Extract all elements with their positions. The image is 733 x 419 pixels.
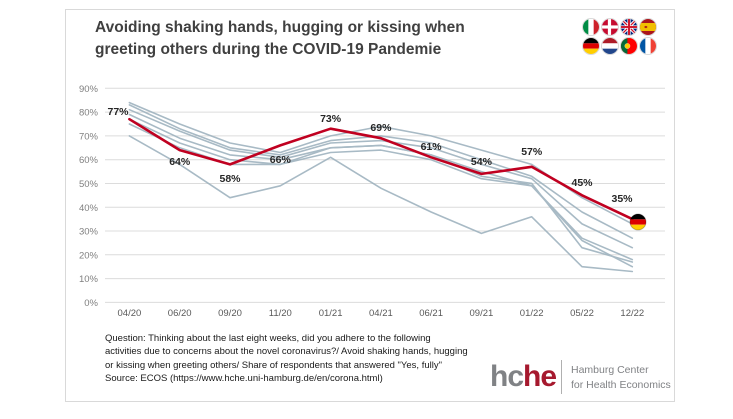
- svg-text:35%: 35%: [611, 193, 633, 205]
- svg-text:01/22: 01/22: [520, 308, 544, 319]
- svg-text:06/21: 06/21: [419, 308, 443, 319]
- svg-text:64%: 64%: [169, 156, 191, 168]
- svg-text:09/20: 09/20: [218, 308, 242, 319]
- svg-text:10%: 10%: [79, 274, 99, 285]
- svg-text:77%: 77%: [107, 106, 129, 118]
- svg-text:80%: 80%: [79, 108, 99, 119]
- svg-text:57%: 57%: [521, 146, 543, 158]
- svg-text:73%: 73%: [320, 113, 342, 125]
- svg-text:61%: 61%: [421, 141, 443, 153]
- svg-text:09/21: 09/21: [470, 308, 494, 319]
- svg-text:04/21: 04/21: [369, 308, 393, 319]
- svg-text:04/20: 04/20: [118, 308, 142, 319]
- svg-text:0%: 0%: [84, 298, 98, 309]
- svg-text:69%: 69%: [370, 122, 392, 134]
- svg-text:50%: 50%: [79, 179, 99, 190]
- svg-text:05/22: 05/22: [570, 308, 594, 319]
- svg-text:45%: 45%: [571, 177, 593, 189]
- svg-text:01/21: 01/21: [319, 308, 343, 319]
- svg-text:70%: 70%: [79, 131, 99, 142]
- svg-text:20%: 20%: [79, 250, 99, 261]
- svg-text:40%: 40%: [79, 203, 99, 214]
- svg-text:30%: 30%: [79, 227, 99, 238]
- svg-text:54%: 54%: [471, 156, 493, 168]
- svg-text:11/20: 11/20: [269, 308, 292, 319]
- svg-text:58%: 58%: [219, 173, 241, 185]
- svg-text:60%: 60%: [79, 155, 99, 166]
- svg-text:90%: 90%: [79, 84, 99, 95]
- svg-text:06/20: 06/20: [168, 308, 192, 319]
- svg-text:12/22: 12/22: [620, 308, 644, 319]
- svg-text:66%: 66%: [270, 154, 292, 166]
